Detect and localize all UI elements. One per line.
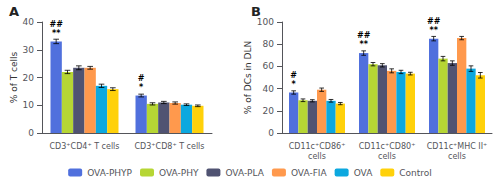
svg-text:20: 20 [23,73,35,83]
svg-text:10: 10 [23,100,35,110]
svg-text:#: # [138,74,145,83]
svg-text:OVA: OVA [354,168,374,178]
svg-text:cells: cells [448,152,466,161]
svg-text:**: ** [429,26,438,35]
svg-text:% of T cells: % of T cells [9,51,19,103]
svg-text:CD11c⁺CD86⁺: CD11c⁺CD86⁺ [289,142,346,151]
svg-text:0: 0 [268,128,274,138]
svg-text:CD3⁺CD4⁺ T cells: CD3⁺CD4⁺ T cells [49,142,119,151]
svg-text:cells: cells [308,152,326,161]
svg-text:cells: cells [378,152,396,161]
svg-text:CD3⁺CD8⁺ T cells: CD3⁺CD8⁺ T cells [134,142,204,151]
svg-text:OVA-PHYP: OVA-PHYP [87,168,132,178]
svg-text:% of DCs in DLN: % of DCs in DLN [243,41,253,114]
svg-text:**: ** [359,40,368,49]
svg-text:B: B [251,4,261,19]
svg-text:CD11c⁺MHC II⁺: CD11c⁺MHC II⁺ [427,142,488,151]
svg-text:*: * [292,80,297,89]
svg-text:##: ## [49,20,63,29]
svg-text:**: ** [52,29,61,38]
svg-text:*: * [139,83,144,92]
svg-text:#: # [290,71,297,80]
svg-text:CD11c⁺CD80⁺: CD11c⁺CD80⁺ [359,142,416,151]
svg-text:##: ## [427,17,441,26]
svg-text:A: A [9,4,19,19]
svg-text:OVA-PHY: OVA-PHY [159,168,199,178]
svg-text:80: 80 [263,39,275,49]
svg-text:60: 60 [263,61,275,71]
svg-text:OVA-FIA: OVA-FIA [291,168,328,178]
svg-text:20: 20 [263,106,275,116]
svg-text:0: 0 [28,128,34,138]
svg-text:40: 40 [23,17,35,27]
svg-text:40: 40 [263,84,275,94]
svg-text:##: ## [357,31,371,40]
svg-text:Control: Control [399,168,432,178]
svg-text:30: 30 [23,45,35,55]
svg-text:OVA-PLA: OVA-PLA [225,168,264,178]
svg-text:100: 100 [256,17,274,27]
